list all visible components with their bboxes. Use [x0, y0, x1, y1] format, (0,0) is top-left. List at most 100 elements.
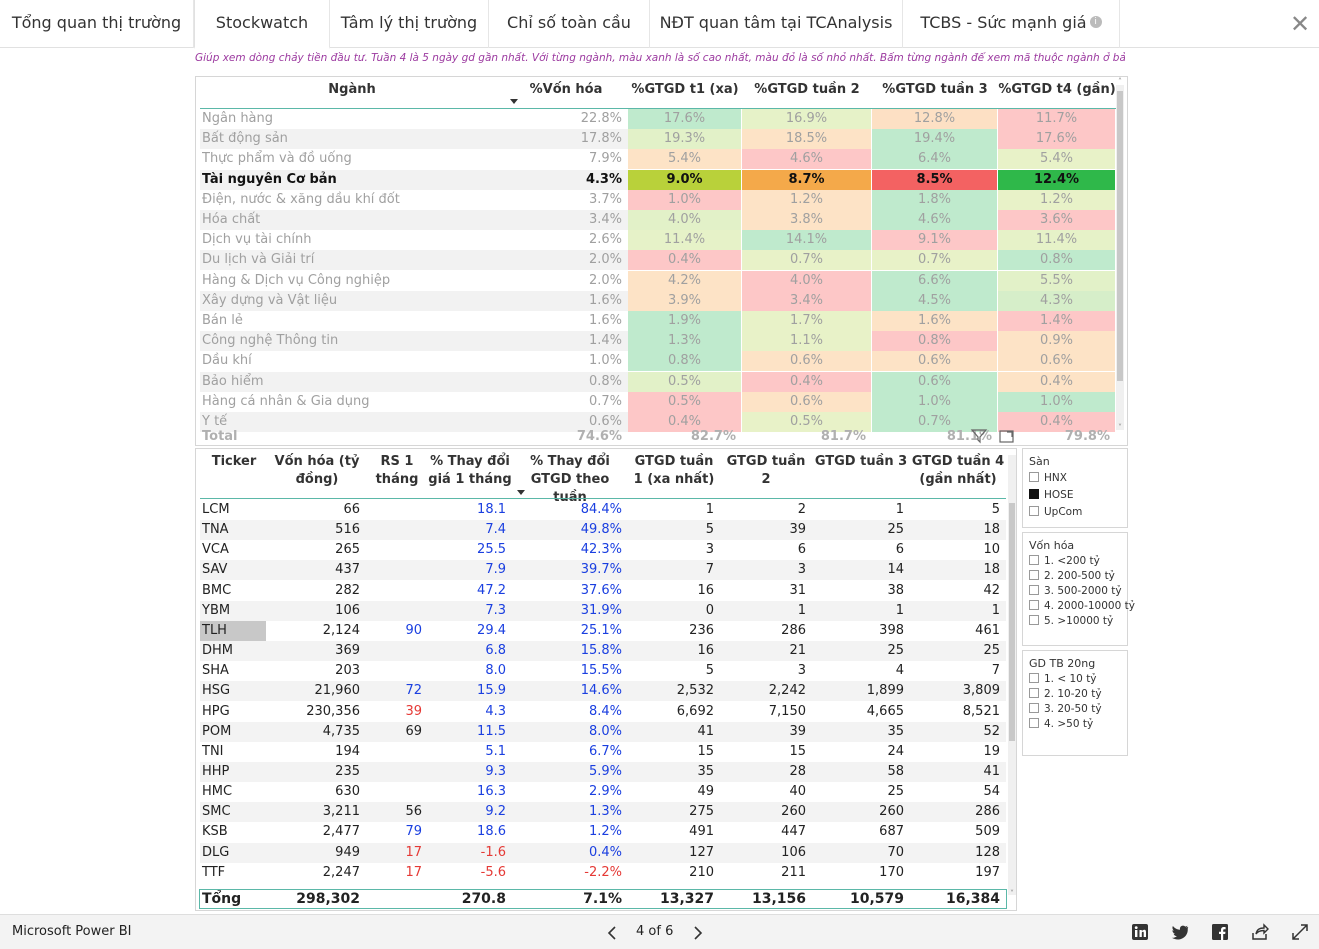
stock-row[interactable]: KSB 2,477 79 18.6 1.2% 491 447 687 509 — [200, 822, 1006, 842]
stock-row[interactable]: POM 4,735 69 11.5 8.0% 41 39 35 52 — [200, 721, 1006, 742]
slicer-item-cap-5[interactable]: 5. >10000 tỷ — [1029, 615, 1113, 629]
col-header-gtgd-tuan3[interactable]: GTGD tuần 3 — [814, 454, 908, 469]
checkbox-icon[interactable] — [1029, 673, 1039, 683]
tab-tam-ly[interactable]: Tâm lý thị trường — [330, 0, 489, 48]
stock-row[interactable]: LCM 66 18.1 84.4% 1 2 1 5 — [200, 500, 1006, 520]
stock-ticker[interactable]: VCA — [202, 542, 229, 558]
tab-ndt[interactable]: NĐT quan tâm tại TCAnalysis — [650, 0, 903, 48]
slicer-item-cap-4[interactable]: 4. 2000-10000 tỷ — [1029, 600, 1135, 614]
industry-name[interactable]: Bảo hiểm — [202, 373, 264, 389]
fullscreen-icon[interactable] — [1291, 923, 1309, 941]
stock-ticker[interactable]: SMC — [202, 804, 231, 820]
checkbox-icon[interactable] — [1029, 718, 1039, 728]
stock-row[interactable]: TTF 2,247 17 -5.6 -2.2% 210 211 170 197 — [200, 863, 1006, 883]
stock-row[interactable]: SAV 437 7.9 39.7% 7 3 14 18 — [200, 560, 1006, 581]
slicer-item-gd-3[interactable]: 3. 20-50 tỷ — [1029, 703, 1102, 717]
tab-tcbs[interactable]: TCBS - Sức mạnh giá i — [903, 0, 1120, 48]
industry-row[interactable]: Bất động sản 17.8% 19.3% 18.5% 19.4% 17.6% — [200, 129, 1116, 150]
industry-name[interactable]: Ngân hàng — [202, 111, 274, 126]
col-header-ticker[interactable]: Ticker — [211, 454, 257, 469]
tab-stockwatch[interactable]: Stockwatch — [194, 0, 330, 49]
stock-row[interactable]: HSG 21,960 72 15.9 14.6% 2,532 2,242 1,899 3,809 — [200, 681, 1006, 702]
scroll-down-icon[interactable]: ˅ — [1010, 889, 1014, 898]
col-header-gtgd-tuan2[interactable]: GTGD tuần 2 — [726, 454, 806, 487]
industry-name[interactable]: Bán lẻ — [202, 313, 243, 328]
industry-row[interactable]: Dầu khí 1.0% 0.8% 0.6% 0.6% 0.6% — [200, 351, 1116, 372]
industry-name[interactable]: Y tế — [202, 414, 228, 429]
stock-scroll-thumb[interactable] — [1009, 503, 1015, 741]
industry-name[interactable]: Xây dựng và Vật liệu — [202, 292, 338, 308]
info-icon[interactable]: i — [1089, 16, 1102, 28]
share-icon[interactable] — [1251, 923, 1269, 941]
stock-row[interactable]: YBM 106 7.3 31.9% 0 1 1 1 — [200, 600, 1006, 621]
industry-row[interactable]: Tài nguyên Cơ bản 4.3% 9.0% 8.7% 8.5% 12.4% — [200, 169, 1116, 190]
stock-ticker[interactable]: HPG — [202, 703, 230, 719]
col-header-gtgd-t4[interactable]: %GTGD t4 (gần) — [998, 82, 1116, 97]
stock-row[interactable]: BMC 282 47.2 37.6% 16 31 38 42 — [200, 581, 1006, 601]
slicer-item-hnx[interactable]: HNX — [1029, 472, 1067, 486]
col-header-von-hoa[interactable]: %Vốn hóa — [529, 82, 603, 97]
col-header-nganh[interactable]: Ngành — [328, 82, 376, 97]
col-header-gtgd-tuan1[interactable]: GTGD tuần 1 (xa nhất) — [633, 454, 715, 487]
checkbox-icon[interactable] — [1029, 688, 1039, 698]
stock-row[interactable]: HMC 630 16.3 2.9% 49 40 25 54 — [200, 782, 1006, 802]
tab-chi-so[interactable]: Chỉ số toàn cầu — [489, 0, 650, 48]
slicer-item-cap-2[interactable]: 2. 200-500 tỷ — [1029, 570, 1115, 584]
industry-name[interactable]: Hàng & Dịch vụ Công nghiệp — [202, 272, 391, 288]
industry-name[interactable]: Điện, nước & xăng dầu khí đốt — [202, 191, 400, 207]
industry-row[interactable]: Thực phẩm và đồ uống 7.9% 5.4% 4.6% 6.4% 5.4% — [200, 149, 1116, 170]
col-header-von-hoa[interactable]: Vốn hóa (tỷ đồng) — [274, 454, 360, 487]
stock-ticker[interactable]: BMC — [202, 582, 232, 598]
stock-ticker[interactable]: POM — [202, 723, 232, 739]
col-header-gtgd-t2[interactable]: %GTGD tuần 2 — [754, 82, 860, 97]
industry-row[interactable]: Công nghệ Thông tin 1.4% 1.3% 1.1% 0.8% 0.9% — [200, 331, 1116, 352]
stock-ticker[interactable]: DHM — [202, 643, 234, 659]
checkbox-icon[interactable] — [1029, 703, 1039, 713]
stock-ticker[interactable]: HHP — [202, 763, 230, 779]
industry-scrollbar[interactable] — [1116, 85, 1124, 430]
twitter-icon[interactable] — [1171, 923, 1189, 941]
stock-ticker[interactable]: HMC — [202, 784, 233, 800]
industry-name[interactable]: Dầu khí — [202, 353, 252, 369]
checkbox-icon[interactable] — [1029, 472, 1039, 482]
stock-ticker[interactable]: YBM — [202, 602, 231, 618]
stock-ticker[interactable]: TTF — [202, 864, 226, 880]
stock-row[interactable]: SHA 203 8.0 15.5% 5 3 4 7 — [200, 661, 1006, 681]
filter-icon[interactable] — [970, 428, 988, 444]
col-header-rs[interactable]: RS 1 tháng — [375, 454, 419, 487]
checkbox-icon[interactable] — [1029, 506, 1039, 516]
industry-row[interactable]: Điện, nước & xăng dầu khí đốt 3.7% 1.0% 1.2… — [200, 189, 1116, 210]
industry-name[interactable]: Hóa chất — [202, 212, 261, 227]
stock-ticker[interactable]: SAV — [202, 562, 228, 578]
industry-row[interactable]: Hàng & Dịch vụ Công nghiệp 2.0% 4.2% 4.0% 6.… — [200, 270, 1116, 291]
industry-row[interactable]: Bảo hiểm 0.8% 0.5% 0.4% 0.6% 0.4% — [200, 371, 1116, 392]
scroll-up-icon[interactable]: ˄ — [1118, 77, 1122, 86]
stock-row[interactable]: SMC 3,211 56 9.2 1.3% 275 260 260 286 — [200, 802, 1006, 823]
prev-page-icon[interactable] — [606, 925, 618, 941]
focus-mode-icon[interactable] — [998, 428, 1016, 444]
stock-row[interactable]: DHM 369 6.8 15.8% 16 21 25 25 — [200, 641, 1006, 662]
industry-name[interactable]: Tài nguyên Cơ bản — [202, 171, 337, 187]
stock-row[interactable]: DLG 949 17 -1.6 0.4% 127 106 70 128 — [200, 842, 1006, 863]
stock-ticker[interactable]: DLG — [202, 844, 230, 860]
stock-row[interactable]: TNA 516 7.4 49.8% 5 39 25 18 — [200, 520, 1006, 541]
stock-row[interactable]: HHP 235 9.3 5.9% 35 28 58 41 — [200, 761, 1006, 782]
stock-row[interactable]: TLH 2,124 90 29.4 25.1% 236 286 398 461 — [200, 620, 1006, 641]
slicer-item-upcom[interactable]: UpCom — [1029, 506, 1082, 520]
col-header-gtgd-t1[interactable]: %GTGD t1 (xa) — [631, 82, 739, 97]
stock-ticker[interactable]: TNA — [202, 522, 229, 538]
stock-ticker[interactable]: SHA — [202, 663, 229, 679]
slicer-item-gd-1[interactable]: 1. < 10 tỷ — [1029, 673, 1097, 687]
industry-name[interactable]: Công nghệ Thông tin — [202, 333, 339, 349]
slicer-item-hose[interactable]: HOSE — [1029, 489, 1073, 503]
slicer-item-cap-3[interactable]: 3. 500-2000 tỷ — [1029, 585, 1122, 599]
checkbox-icon[interactable] — [1029, 555, 1039, 565]
stock-row[interactable]: HPG 230,356 39 4.3 8.4% 6,692 7,150 4,665 8,521 — [200, 702, 1006, 722]
col-header-gtgd-t3[interactable]: %GTGD tuần 3 — [882, 82, 988, 97]
stock-row[interactable]: VCA 265 25.5 42.3% 3 6 6 10 — [200, 540, 1006, 560]
stock-ticker[interactable]: HSG — [202, 683, 231, 699]
industry-row[interactable]: Y tế 0.6% 0.4% 0.5% 0.7% 0.4% — [200, 412, 1116, 432]
scroll-down-icon[interactable]: ˅ — [1118, 423, 1122, 432]
tab-tong-quan[interactable]: Tổng quan thị trường — [0, 0, 194, 48]
industry-row[interactable]: Xây dựng và Vật liệu 1.6% 3.9% 3.4% 4.5% 4.3% — [200, 290, 1116, 311]
